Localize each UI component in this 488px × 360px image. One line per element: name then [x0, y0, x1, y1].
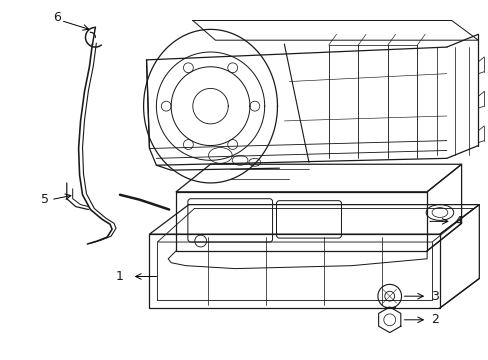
Text: 1: 1 — [116, 270, 123, 283]
Text: 6: 6 — [53, 11, 61, 24]
Text: 4: 4 — [454, 215, 462, 228]
Text: 2: 2 — [430, 313, 438, 326]
Text: 5: 5 — [41, 193, 49, 206]
Text: 3: 3 — [430, 290, 438, 303]
